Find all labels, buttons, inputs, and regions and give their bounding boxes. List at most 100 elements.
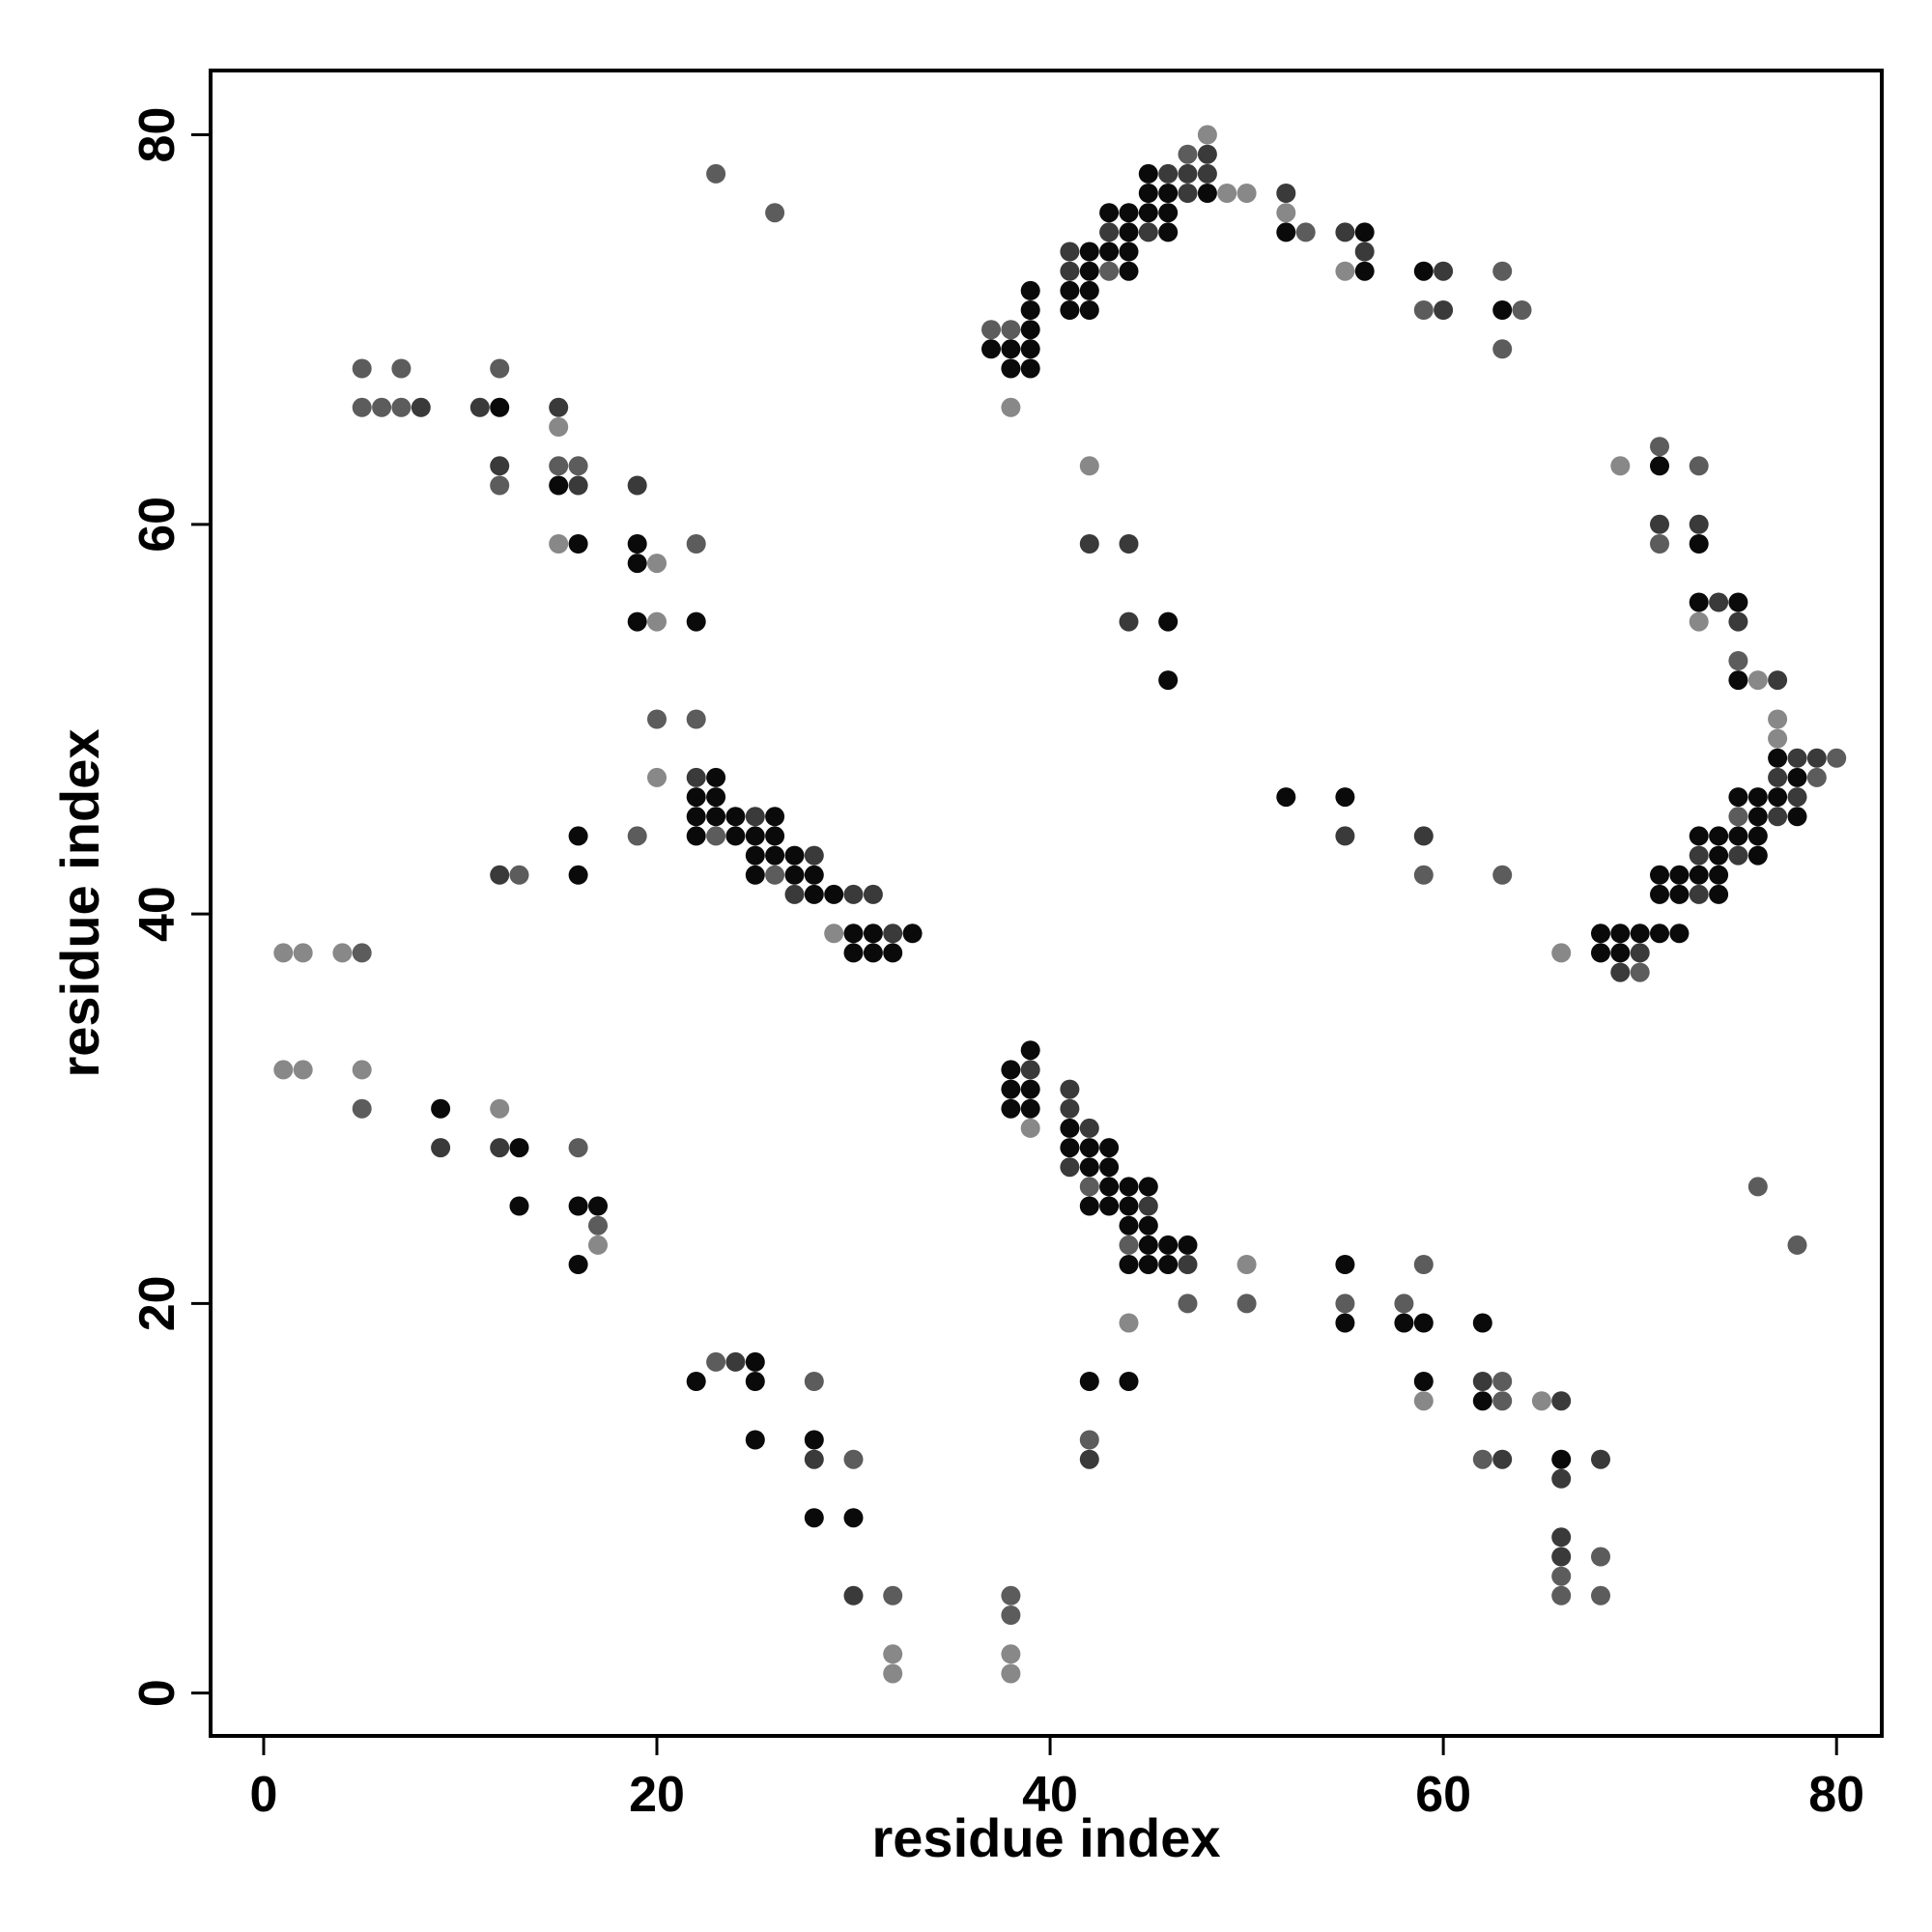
data-point xyxy=(1630,962,1650,982)
data-point xyxy=(431,1098,451,1119)
data-point xyxy=(706,807,726,827)
y-axis-title: residue index xyxy=(49,728,110,1077)
data-point xyxy=(549,417,569,437)
data-point xyxy=(1492,1391,1513,1411)
data-point xyxy=(1119,222,1139,242)
x-tick-label: 80 xyxy=(1808,1767,1864,1823)
data-point xyxy=(1119,534,1139,554)
data-point xyxy=(1020,1098,1040,1119)
data-point xyxy=(1709,592,1729,612)
data-point xyxy=(1178,1293,1198,1314)
data-point xyxy=(1079,456,1099,476)
data-point xyxy=(1001,1644,1021,1664)
data-point xyxy=(1650,865,1669,885)
data-point xyxy=(902,923,923,944)
data-point xyxy=(1276,203,1296,223)
data-point xyxy=(745,1372,765,1391)
data-point xyxy=(784,884,805,904)
data-point xyxy=(1591,1449,1610,1469)
data-point xyxy=(1158,1235,1179,1255)
data-point xyxy=(1119,261,1139,281)
data-point xyxy=(1001,320,1021,340)
data-point xyxy=(1354,242,1375,262)
data-point xyxy=(1060,1098,1080,1119)
data-point xyxy=(1768,709,1788,729)
data-point xyxy=(1413,261,1434,281)
data-point xyxy=(1001,1585,1021,1605)
data-point xyxy=(883,1663,903,1684)
data-point xyxy=(1768,807,1788,827)
data-point xyxy=(1551,1585,1572,1605)
data-point xyxy=(372,397,392,417)
data-point xyxy=(1020,1079,1040,1099)
data-point xyxy=(883,1585,903,1605)
data-point xyxy=(1158,184,1179,203)
data-point xyxy=(549,475,569,496)
data-point xyxy=(883,1644,903,1664)
data-point xyxy=(1747,1177,1768,1197)
data-point xyxy=(1276,787,1296,808)
data-point xyxy=(1158,203,1179,223)
data-point xyxy=(568,475,588,496)
data-point xyxy=(1060,1118,1080,1138)
data-point xyxy=(431,1138,451,1158)
data-point xyxy=(490,865,510,885)
data-point xyxy=(490,397,510,417)
data-point xyxy=(765,865,785,885)
data-point xyxy=(1768,748,1788,768)
data-point xyxy=(1413,1391,1434,1411)
data-point xyxy=(1709,884,1729,904)
data-point xyxy=(863,923,883,944)
data-point xyxy=(824,884,844,904)
data-point xyxy=(391,358,412,379)
data-point xyxy=(1197,125,1217,145)
data-point xyxy=(332,943,353,963)
data-point xyxy=(1551,1547,1572,1567)
data-point xyxy=(1492,300,1513,320)
data-point xyxy=(1099,1157,1120,1178)
data-point xyxy=(1709,826,1729,846)
data-point xyxy=(1472,1449,1492,1469)
data-point xyxy=(1787,748,1807,768)
data-point xyxy=(1276,184,1296,203)
data-point xyxy=(1689,514,1709,534)
data-point xyxy=(725,1351,746,1372)
data-point xyxy=(1099,222,1120,242)
data-point xyxy=(784,865,805,885)
data-point xyxy=(1335,1313,1355,1333)
data-point xyxy=(1728,611,1748,632)
data-point xyxy=(1060,1138,1080,1158)
data-point xyxy=(1413,300,1434,320)
data-point xyxy=(293,943,313,963)
data-point xyxy=(1099,203,1120,223)
data-point xyxy=(1060,261,1080,281)
data-point xyxy=(627,611,647,632)
data-point xyxy=(509,1138,529,1158)
data-point xyxy=(765,826,785,846)
data-point xyxy=(1551,1527,1572,1548)
data-point xyxy=(725,807,746,827)
data-point xyxy=(745,845,765,866)
data-point xyxy=(1768,670,1788,691)
data-point xyxy=(1119,242,1139,262)
data-point xyxy=(1806,748,1827,768)
data-point xyxy=(549,534,569,554)
data-point xyxy=(843,943,864,963)
data-point xyxy=(1689,845,1709,866)
data-point xyxy=(1472,1391,1492,1411)
data-point xyxy=(706,826,726,846)
data-point xyxy=(490,1098,510,1119)
data-point xyxy=(1806,767,1827,787)
data-point xyxy=(627,534,647,554)
data-point xyxy=(804,1508,824,1528)
data-point xyxy=(1079,1449,1099,1469)
data-point xyxy=(647,611,667,632)
data-point xyxy=(1138,1255,1158,1274)
data-point xyxy=(1276,222,1296,242)
data-point xyxy=(588,1196,608,1216)
data-point xyxy=(843,1449,864,1469)
data-point xyxy=(1099,242,1120,262)
data-point xyxy=(1020,1118,1040,1138)
data-point xyxy=(1669,884,1690,904)
data-point xyxy=(843,884,864,904)
